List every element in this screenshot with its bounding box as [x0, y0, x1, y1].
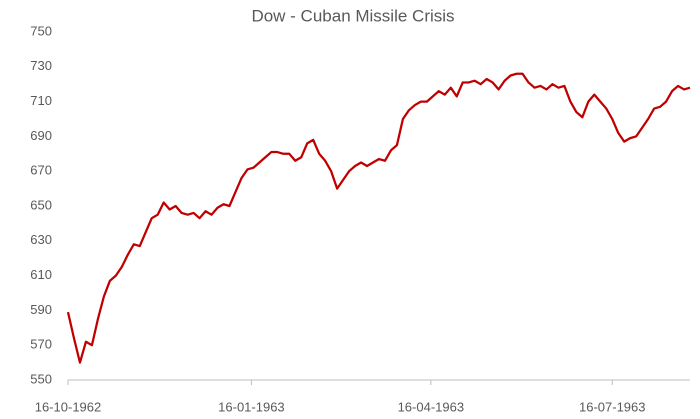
y-tick-label: 570: [30, 337, 52, 352]
chart-title: Dow - Cuban Missile Crisis: [251, 6, 454, 25]
x-tick-label: 16-01-1963: [218, 399, 285, 414]
y-tick-label: 730: [30, 58, 52, 73]
y-tick-label: 710: [30, 93, 52, 108]
x-tick-label: 16-10-1962: [35, 399, 102, 414]
y-tick-label: 670: [30, 163, 52, 178]
y-tick-label: 610: [30, 267, 52, 282]
y-tick-label: 590: [30, 302, 52, 317]
line: [66, 72, 691, 364]
x-tick-label: 16-04-1963: [398, 399, 465, 414]
x-tick-label: 16-07-1963: [579, 399, 646, 414]
y-tick-label: 630: [30, 232, 52, 247]
y-tick-label: 650: [30, 197, 52, 212]
y-tick-label: 690: [30, 128, 52, 143]
y-tick-label: 550: [30, 371, 52, 386]
y-tick-label: 750: [30, 23, 52, 38]
